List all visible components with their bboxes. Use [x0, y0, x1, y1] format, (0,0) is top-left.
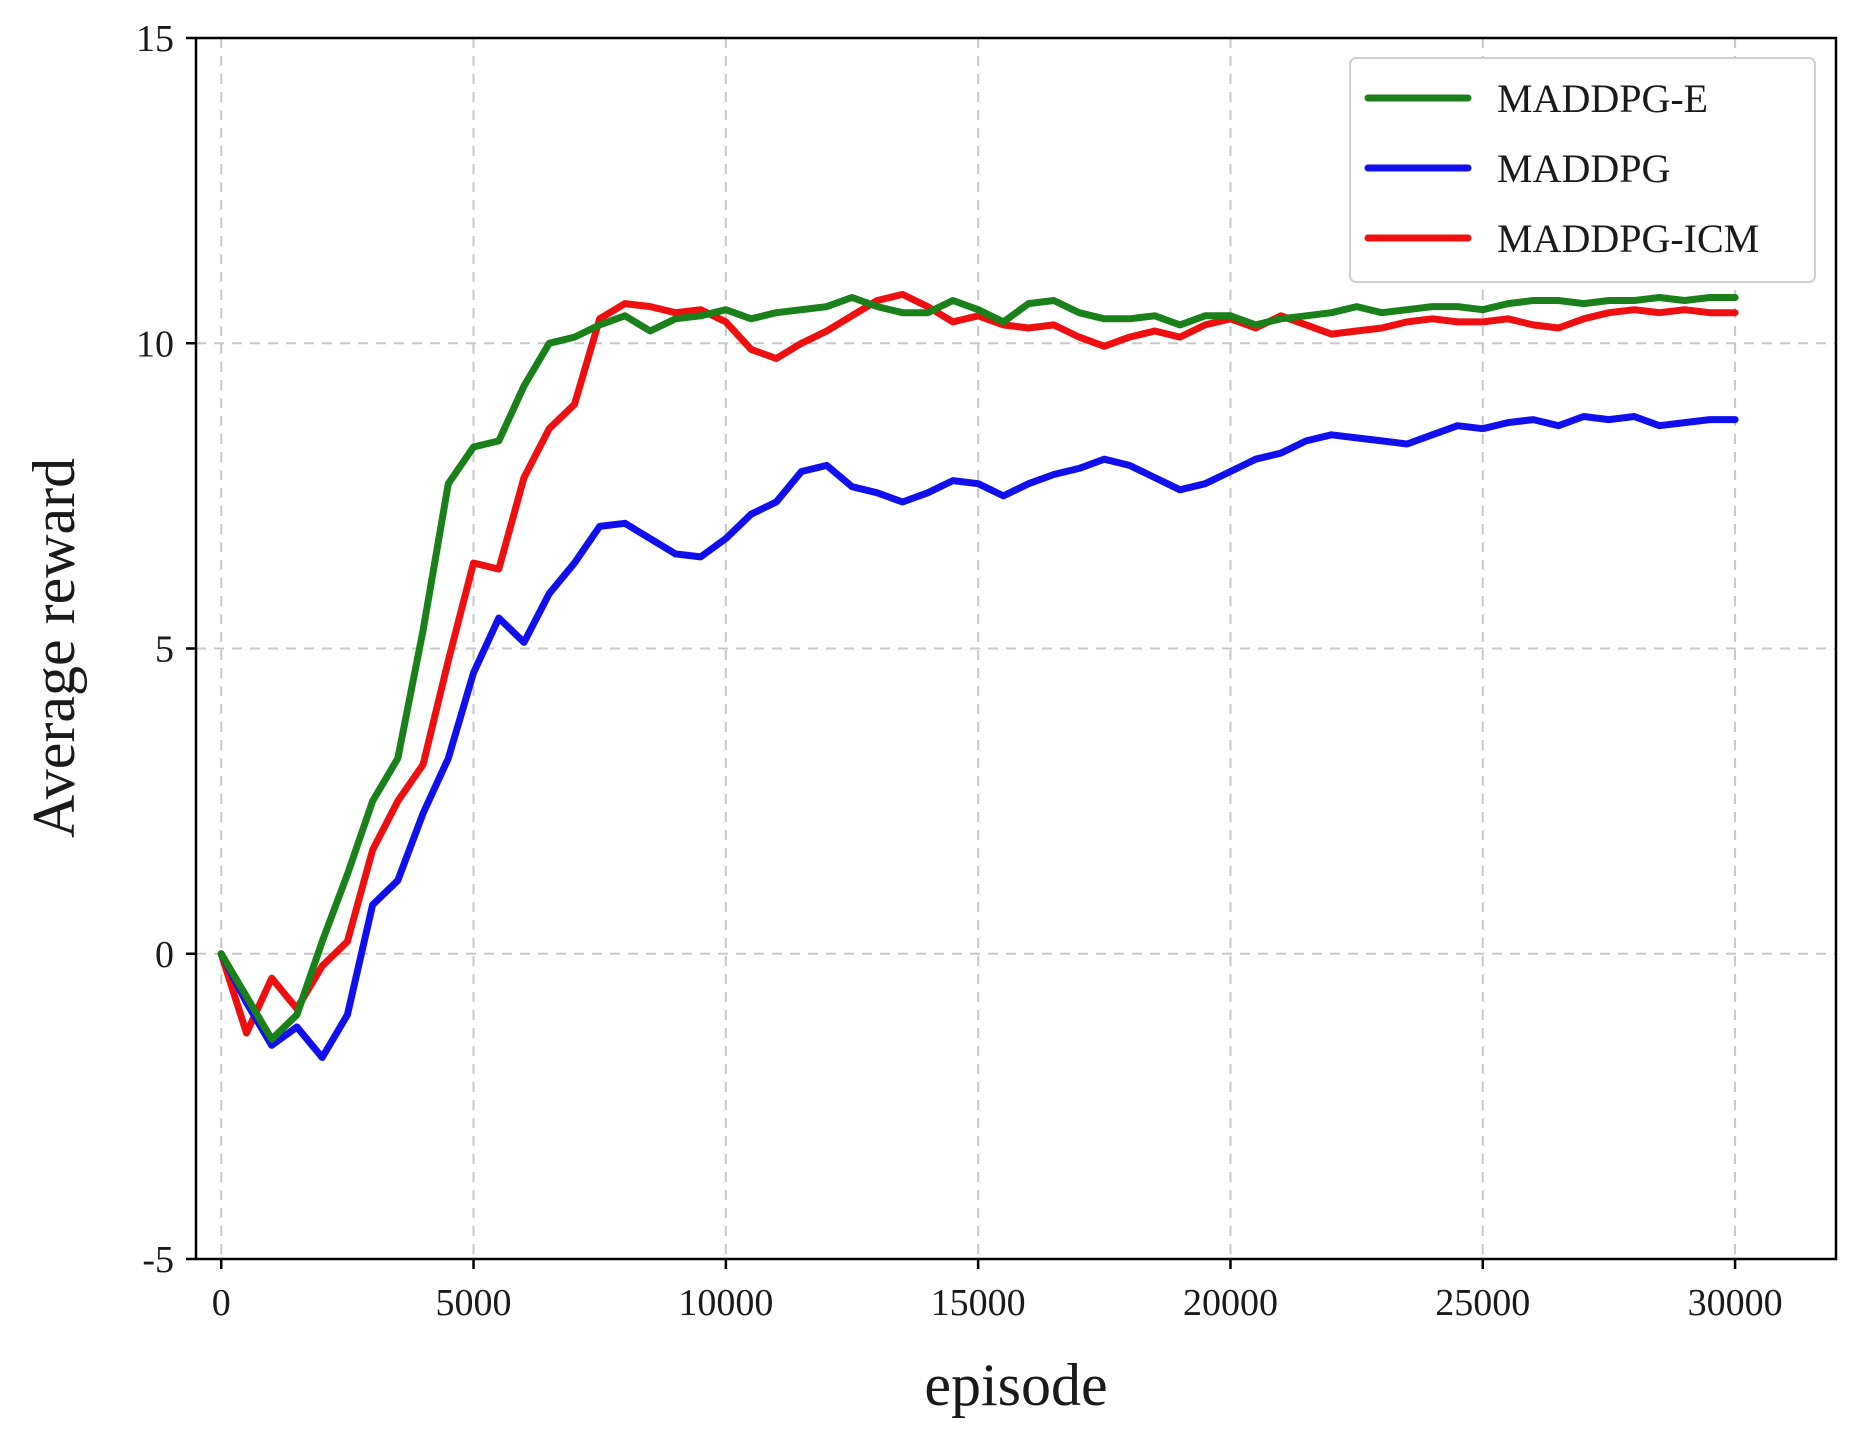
grid-lines [196, 37, 1836, 1260]
legend-label-maddpg-e: MADDPG-E [1497, 76, 1708, 121]
legend-label-maddpg: MADDPG [1497, 146, 1670, 191]
x-tick-label: 30000 [1688, 1282, 1783, 1324]
series-line-maddpg-icm [217, 290, 1739, 1037]
legend-label-maddpg-icm: MADDPG-ICM [1497, 216, 1759, 261]
y-tick-label: -5 [142, 1239, 174, 1281]
x-tick-label: 10000 [678, 1282, 773, 1324]
legend: MADDPG-E MADDPG MADDPG-ICM [1349, 57, 1816, 283]
y-axis-title: Average reward [21, 458, 87, 838]
x-tick-label: 5000 [436, 1282, 512, 1324]
series-lines [217, 290, 1739, 1061]
x-tick-label: 0 [212, 1282, 231, 1324]
x-tick-label: 25000 [1435, 1282, 1530, 1324]
axis-ticks: 0 5000 10000 15000 20000 25000 30000 -5 0 5 10 15 [136, 18, 1783, 1324]
legend-box [1349, 57, 1816, 283]
y-tick-label: 15 [136, 18, 174, 60]
y-tick-label: 0 [155, 934, 174, 976]
x-tick-label: 15000 [931, 1282, 1026, 1324]
series-line-maddpg-e [217, 294, 1739, 1043]
x-axis-title: episode [924, 1352, 1107, 1418]
y-tick-label: 10 [136, 323, 174, 365]
y-tick-label: 5 [155, 629, 174, 671]
x-tick-label: 20000 [1183, 1282, 1278, 1324]
series-line-maddpg [217, 413, 1739, 1061]
